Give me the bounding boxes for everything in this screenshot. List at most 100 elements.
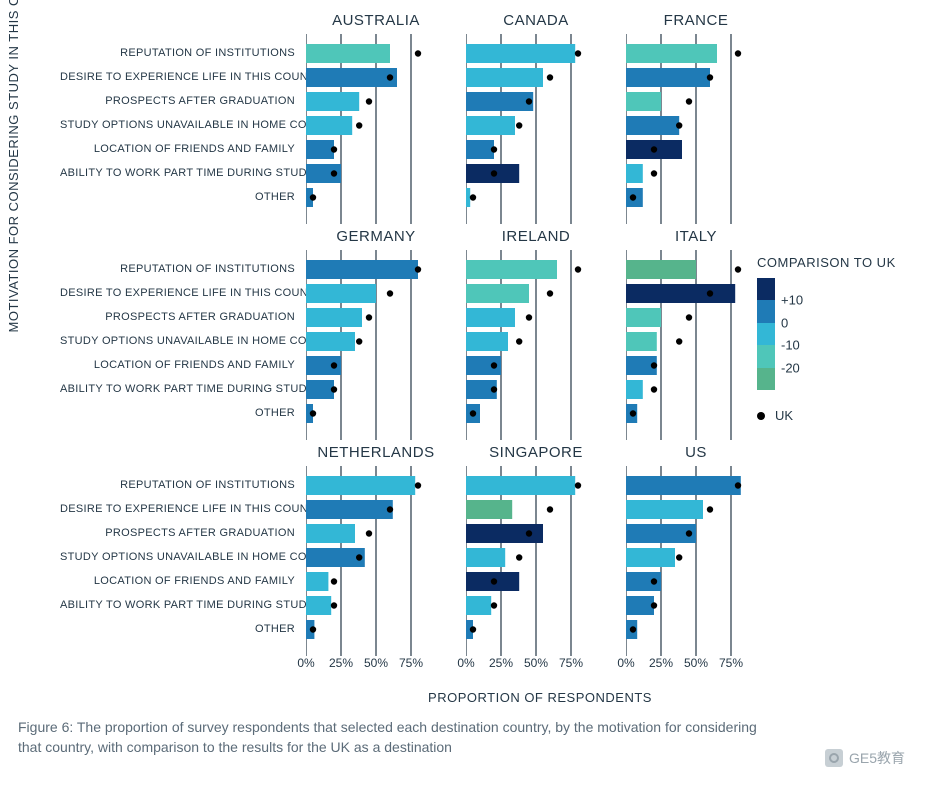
figure-caption: Figure 6: The proportion of survey respo… <box>18 718 778 757</box>
uk-reference-dot <box>526 314 532 320</box>
bar <box>626 68 710 87</box>
category-label: DESIRE TO EXPERIENCE LIFE IN THIS COUNTR… <box>60 281 295 305</box>
panel-chart <box>626 34 766 224</box>
category-label: PROSPECTS AFTER GRADUATION <box>60 305 295 329</box>
x-tick-label: 50% <box>364 656 388 670</box>
legend-color-segment <box>757 368 775 390</box>
x-tick-label: 75% <box>559 656 583 670</box>
uk-reference-dot <box>526 98 532 104</box>
category-label: STUDY OPTIONS UNAVAILABLE IN HOME COUNTR… <box>60 113 295 137</box>
bar <box>306 140 334 159</box>
uk-reference-dot <box>415 482 421 488</box>
uk-reference-dot <box>387 506 393 512</box>
x-tick-label: 25% <box>649 656 673 670</box>
legend-tick-label: +10 <box>781 293 803 308</box>
bar <box>626 476 741 495</box>
panel: IRELAND <box>466 250 606 440</box>
panel-title: IRELAND <box>466 228 606 245</box>
uk-reference-dot <box>651 170 657 176</box>
legend-tick-label: -20 <box>781 360 800 375</box>
bar <box>626 500 703 519</box>
category-label: STUDY OPTIONS UNAVAILABLE IN HOME COUNTR… <box>60 329 295 353</box>
panel-chart <box>306 466 446 656</box>
figure: MOTIVATION FOR CONSIDERING STUDY IN THIS… <box>0 0 925 790</box>
uk-reference-dot <box>630 194 636 200</box>
uk-reference-dot <box>356 122 362 128</box>
bar <box>466 308 515 327</box>
uk-reference-dot <box>331 602 337 608</box>
bar <box>466 500 512 519</box>
panel: US0%25%50%75% <box>626 466 766 656</box>
uk-reference-dot <box>516 338 522 344</box>
uk-reference-dot <box>707 290 713 296</box>
bar <box>626 116 679 135</box>
uk-reference-dot <box>651 386 657 392</box>
bar <box>626 164 643 183</box>
category-label: LOCATION OF FRIENDS AND FAMILY <box>60 569 295 593</box>
uk-reference-dot <box>310 194 316 200</box>
legend-tick-label: 0 <box>781 315 788 330</box>
category-label: ABILITY TO WORK PART TIME DURING STUDIES <box>60 377 295 401</box>
panel-title: NETHERLANDS <box>306 444 446 461</box>
uk-reference-dot <box>676 338 682 344</box>
category-label: STUDY OPTIONS UNAVAILABLE IN HOME COUNTR… <box>60 545 295 569</box>
legend: COMPARISON TO UK +100-10-20 UK <box>757 255 907 423</box>
legend-uk-item: UK <box>757 408 907 423</box>
uk-reference-dot <box>547 506 553 512</box>
uk-reference-dot <box>331 146 337 152</box>
bar <box>626 260 696 279</box>
uk-reference-dot <box>331 578 337 584</box>
legend-colorbar: +100-10-20 <box>757 278 907 390</box>
legend-title: COMPARISON TO UK <box>757 255 907 270</box>
uk-reference-dot <box>651 362 657 368</box>
panel-chart <box>466 34 606 224</box>
bar <box>306 596 331 615</box>
uk-reference-dot <box>366 98 372 104</box>
uk-reference-dot <box>387 74 393 80</box>
bar <box>466 476 575 495</box>
bar <box>306 116 352 135</box>
panel: GERMANY <box>306 250 446 440</box>
uk-reference-dot <box>707 506 713 512</box>
panel-title: SINGAPORE <box>466 444 606 461</box>
x-tick-label: 25% <box>489 656 513 670</box>
uk-reference-dot <box>331 362 337 368</box>
panel: SINGAPORE0%25%50%75% <box>466 466 606 656</box>
x-tick-label: 50% <box>684 656 708 670</box>
category-labels: REPUTATION OF INSTITUTIONSDESIRE TO EXPE… <box>60 473 295 641</box>
category-label: PROSPECTS AFTER GRADUATION <box>60 89 295 113</box>
panel: AUSTRALIA <box>306 34 446 224</box>
legend-color-segment <box>757 345 775 367</box>
uk-reference-dot <box>310 410 316 416</box>
uk-reference-dot <box>331 386 337 392</box>
category-label: OTHER <box>60 185 295 209</box>
watermark-icon <box>825 749 843 767</box>
uk-reference-dot <box>735 50 741 56</box>
category-label: REPUTATION OF INSTITUTIONS <box>60 257 295 281</box>
uk-reference-dot <box>651 578 657 584</box>
bar <box>466 284 529 303</box>
uk-reference-dot <box>470 194 476 200</box>
bar <box>466 140 494 159</box>
uk-reference-dot <box>735 266 741 272</box>
bar <box>626 548 675 567</box>
bar <box>306 44 390 63</box>
uk-reference-dot <box>470 626 476 632</box>
panel-title: AUSTRALIA <box>306 12 446 29</box>
bar <box>626 332 657 351</box>
bar <box>466 332 508 351</box>
bar <box>466 92 533 111</box>
uk-reference-dot <box>676 554 682 560</box>
uk-reference-dot <box>686 98 692 104</box>
uk-reference-dot <box>331 170 337 176</box>
category-label: LOCATION OF FRIENDS AND FAMILY <box>60 137 295 161</box>
panel-title: ITALY <box>626 228 766 245</box>
uk-reference-dot <box>516 554 522 560</box>
category-label: DESIRE TO EXPERIENCE LIFE IN THIS COUNTR… <box>60 497 295 521</box>
category-label: PROSPECTS AFTER GRADUATION <box>60 521 295 545</box>
uk-reference-dot <box>366 314 372 320</box>
bar <box>466 116 515 135</box>
uk-reference-dot <box>415 50 421 56</box>
panel-chart <box>466 250 606 440</box>
uk-reference-dot <box>651 602 657 608</box>
